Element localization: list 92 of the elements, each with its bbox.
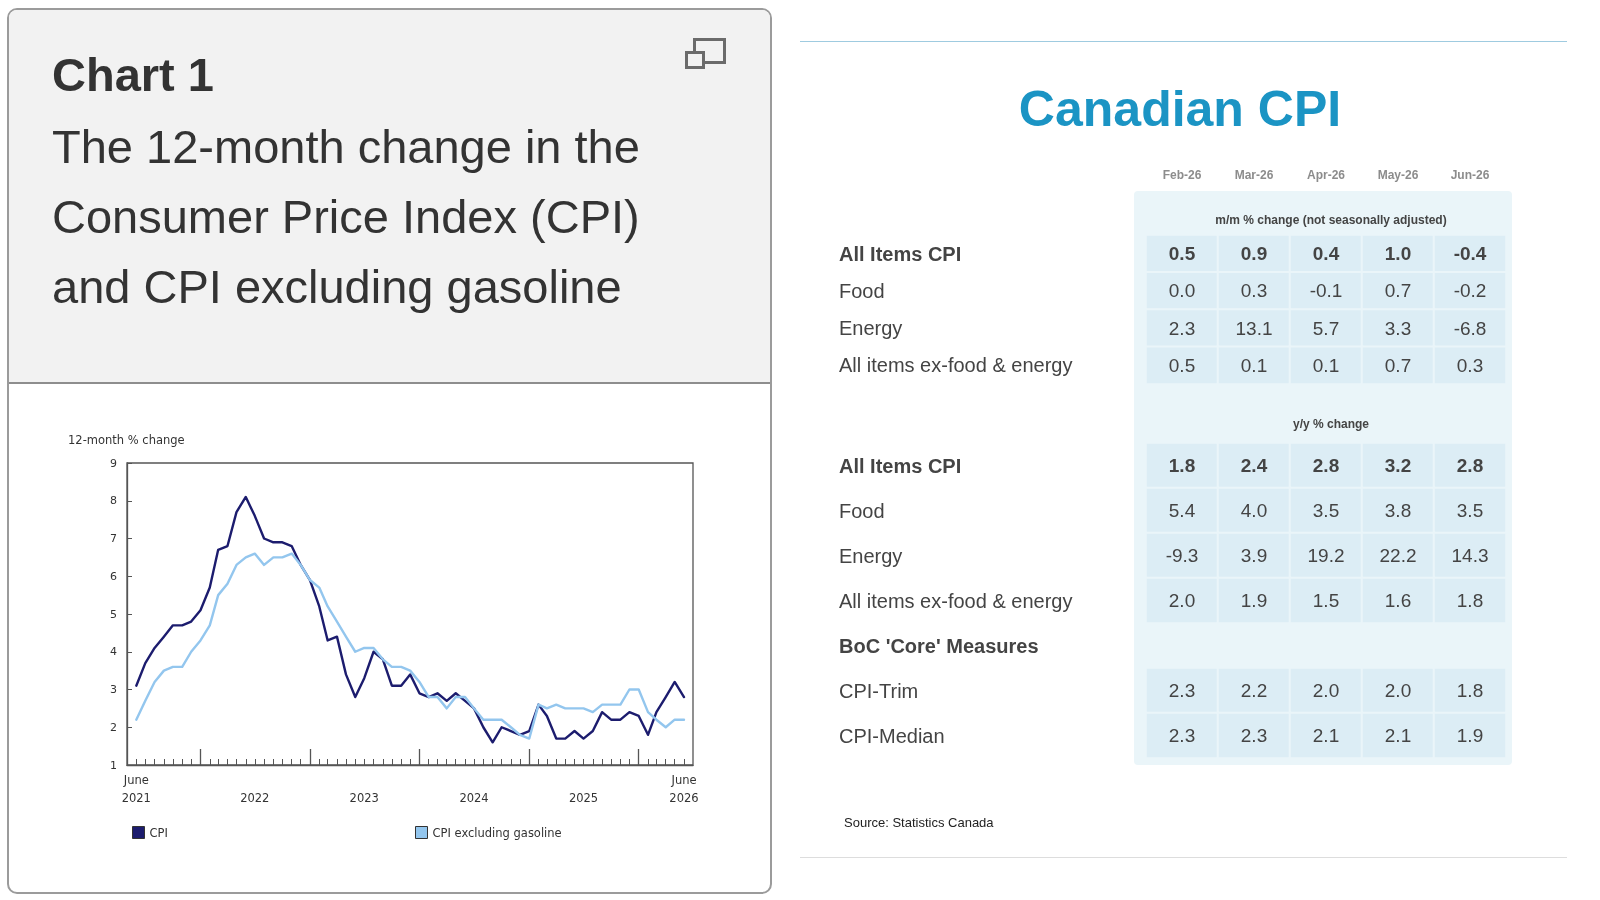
chart-title: Chart 1 <box>52 47 214 103</box>
data-label: 3.5 <box>1312 500 1340 521</box>
x-tick-label: Jun-26 <box>1450 168 1490 182</box>
data-label: 2.0 <box>1384 680 1412 701</box>
data-label: 1.6 <box>1384 590 1412 611</box>
data-label: 2.3 <box>1168 680 1196 701</box>
data-label: 3.3 <box>1384 317 1412 339</box>
data-label: 13.1 <box>1235 317 1273 339</box>
chart-subtitle: The 12-month change in the Consumer Price Index (CPI) and CPI excluding gasoline <box>52 119 641 315</box>
x-tick-label: 2023 <box>349 791 379 805</box>
data-label: 2.2 <box>1240 680 1268 701</box>
legend-label: CPI <box>149 825 168 840</box>
y-tick-label: CPI-Median <box>839 724 945 747</box>
x-tick-label: June 2026 <box>669 773 699 805</box>
x-tick-label: Feb-26 <box>1162 168 1202 182</box>
chart-subtitle: m/m % change (not seasonally adjusted) <box>1215 213 1447 227</box>
data-label: 2.4 <box>1240 455 1268 476</box>
y-tick-label: 5 <box>110 607 117 621</box>
y-tick-label: BoC 'Core' Measures <box>839 634 1039 657</box>
y-tick-label: Energy <box>839 544 903 567</box>
data-label: 3.5 <box>1456 500 1484 521</box>
data-label: 0.1 <box>1312 354 1340 376</box>
y-tick-label: 9 <box>110 456 117 470</box>
data-label: 0.4 <box>1312 243 1340 265</box>
data-label: 22.2 <box>1379 545 1417 566</box>
x-tick-label: May-26 <box>1377 168 1419 182</box>
data-label: 1.5 <box>1312 590 1340 611</box>
y-tick-label: CPI-Trim <box>839 679 919 702</box>
y-tick-label: Food <box>839 499 885 522</box>
data-label: 4.0 <box>1240 500 1268 521</box>
data-label: 1.0 <box>1384 243 1412 265</box>
y-tick-label: All items ex-food & energy <box>839 589 1073 612</box>
data-label: 5.7 <box>1312 317 1340 339</box>
data-label: 0.0 <box>1168 280 1196 302</box>
chart-title: Canadian CPI <box>1018 81 1342 137</box>
data-label: 1.8 <box>1456 680 1484 701</box>
x-tick-label: Mar-26 <box>1234 168 1274 182</box>
x-tick-label: 2022 <box>240 791 270 805</box>
data-label: 2.8 <box>1456 455 1484 476</box>
data-label: 1.8 <box>1456 590 1484 611</box>
y-tick-label: Food <box>839 279 885 302</box>
data-label: 0.7 <box>1384 280 1412 302</box>
y-tick-label: All Items CPI <box>839 454 962 477</box>
y-axis-title: 12-month % change <box>68 433 185 447</box>
data-label: 3.9 <box>1240 545 1268 566</box>
y-tick-label: All Items CPI <box>839 242 962 265</box>
chart-title: y/y % change <box>1292 417 1370 431</box>
data-label: 19.2 <box>1307 545 1345 566</box>
data-label: -0.2 <box>1453 280 1487 302</box>
x-tick-label: June 2021 <box>121 773 151 805</box>
y-tick-label: All items ex-food & energy <box>839 354 1073 377</box>
data-label: -0.1 <box>1309 280 1343 302</box>
data-label: 2.3 <box>1240 725 1268 746</box>
data-label: 2.0 <box>1168 590 1196 611</box>
data-label: 0.9 <box>1240 243 1268 265</box>
data-label: 2.1 <box>1384 725 1412 746</box>
data-label: 3.8 <box>1384 500 1412 521</box>
x-tick-label: 2024 <box>459 791 489 805</box>
data-label: 2.1 <box>1312 725 1340 746</box>
y-tick-label: 4 <box>110 645 117 659</box>
data-label: 0.3 <box>1240 280 1268 302</box>
data-label: 2.3 <box>1168 725 1196 746</box>
y-tick-label: 7 <box>110 532 117 545</box>
y-tick-label: Energy <box>839 317 903 340</box>
data-label: -6.8 <box>1453 317 1487 339</box>
y-tick-label: 3 <box>110 683 117 696</box>
data-label: 0.5 <box>1168 243 1196 265</box>
data-label: -9.3 <box>1165 545 1199 566</box>
y-tick-label: 2 <box>110 720 117 734</box>
data-label: 3.2 <box>1384 455 1412 476</box>
y-tick-label: 8 <box>110 494 117 508</box>
data-label: 2.8 <box>1312 455 1340 476</box>
line-series <box>135 552 686 740</box>
source-note: Source: Statistics Canada <box>844 815 995 830</box>
data-label: 1.9 <box>1456 725 1484 746</box>
data-label: 0.5 <box>1168 354 1196 376</box>
data-label: 1.9 <box>1240 590 1268 611</box>
y-tick-label: 1 <box>110 758 117 772</box>
data-label: 0.7 <box>1384 354 1412 376</box>
data-label: 5.4 <box>1168 500 1196 521</box>
data-label: -0.4 <box>1453 243 1487 265</box>
legend-label: CPI excluding gasoline <box>432 825 562 840</box>
x-tick-label: 2025 <box>568 791 599 805</box>
data-label: 0.1 <box>1240 354 1268 376</box>
data-label: 2.3 <box>1168 317 1196 339</box>
data-label: 2.0 <box>1312 680 1340 701</box>
data-label: 14.3 <box>1451 545 1489 566</box>
data-label: 0.3 <box>1456 354 1484 376</box>
y-tick-label: 6 <box>110 569 117 583</box>
line-series <box>135 495 686 744</box>
data-label: 1.8 <box>1168 455 1196 476</box>
x-tick-label: Apr-26 <box>1306 168 1346 182</box>
